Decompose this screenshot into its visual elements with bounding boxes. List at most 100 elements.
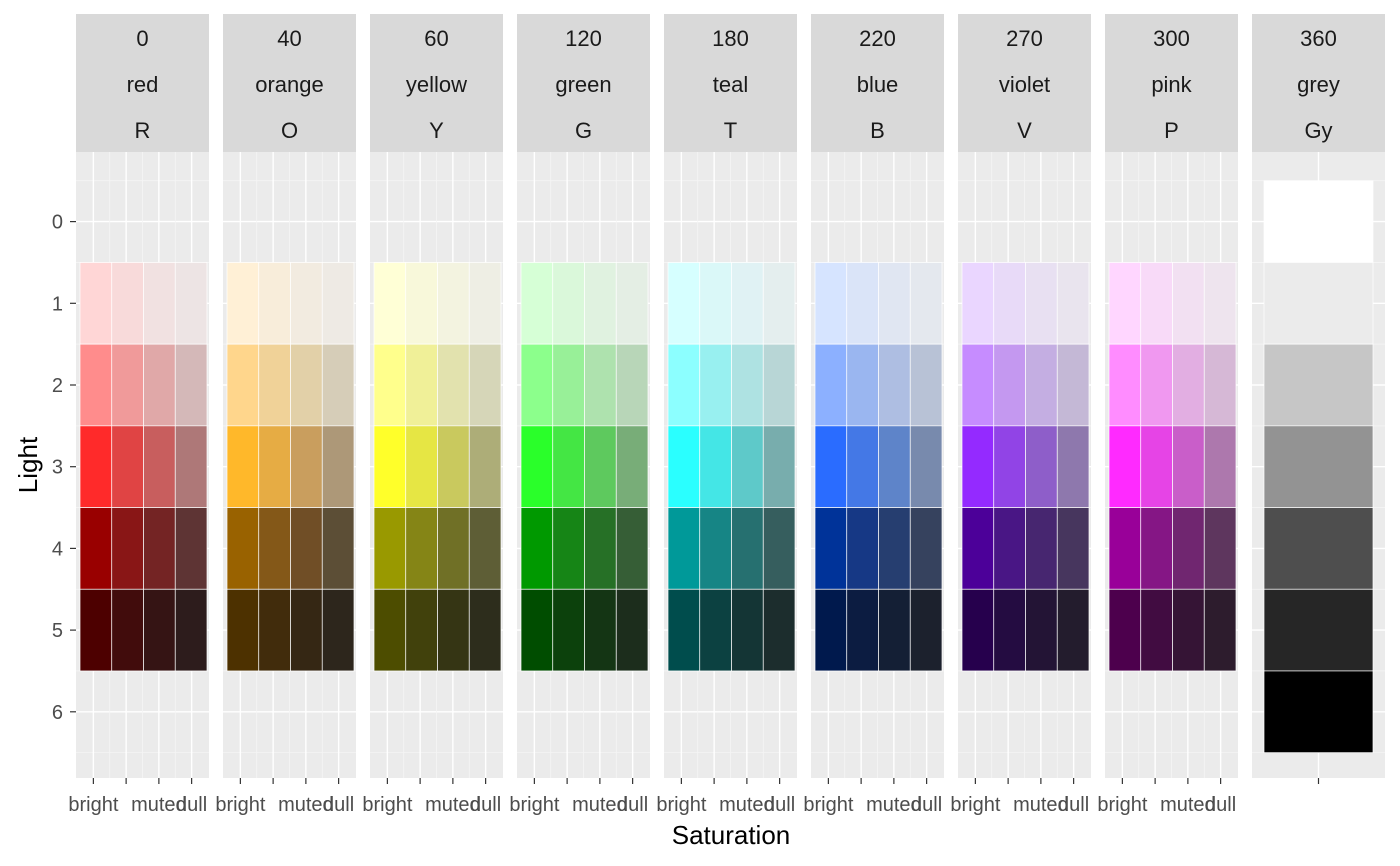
- colour-tile: [143, 343, 176, 427]
- colour-tile: [1140, 262, 1173, 345]
- colour-tile: [1025, 343, 1058, 427]
- colour-tile: [584, 507, 617, 590]
- colour-tile: [290, 507, 323, 590]
- x-tick-label: dull: [617, 794, 648, 816]
- colour-tile: [878, 507, 911, 590]
- colour-tile: [1172, 262, 1205, 345]
- x-tick-label: dull: [911, 794, 942, 816]
- x-tick-label: dull: [176, 794, 207, 816]
- colour-tile: [1172, 343, 1205, 427]
- y-tick-label: 4: [52, 538, 63, 560]
- colour-tile: [961, 588, 995, 672]
- colour-tile: [1172, 588, 1205, 672]
- colour-tile: [226, 425, 260, 508]
- colour-tile: [699, 343, 732, 427]
- colour-tile: [1108, 343, 1142, 427]
- colour-tile: [520, 262, 554, 345]
- colour-tile: [1263, 180, 1374, 263]
- facet-strip: [1252, 14, 1385, 152]
- facet-code-label: V: [1017, 118, 1032, 143]
- x-tick-label: bright: [362, 794, 412, 816]
- colour-tile: [961, 425, 995, 508]
- colour-tile: [1172, 425, 1205, 508]
- x-tick-label: dull: [764, 794, 795, 816]
- colour-tile: [1025, 262, 1058, 345]
- colour-tile: [1025, 507, 1058, 590]
- colour-tile: [731, 588, 764, 672]
- colour-tile: [731, 262, 764, 345]
- colour-tile: [520, 507, 554, 590]
- colour-tile: [1140, 425, 1173, 508]
- colour-tile: [699, 425, 732, 508]
- colour-tile: [79, 262, 113, 345]
- colour-tile: [909, 588, 943, 672]
- colour-tile: [468, 262, 502, 345]
- colour-tile: [1108, 507, 1142, 590]
- facet-name-label: pink: [1151, 72, 1192, 97]
- facet-code-label: G: [575, 118, 592, 143]
- colour-tile: [1263, 262, 1374, 345]
- colour-tile: [1025, 588, 1058, 672]
- x-tick-label: bright: [803, 794, 853, 816]
- colour-tile: [667, 588, 701, 672]
- x-tick-label: muted: [1160, 794, 1216, 816]
- facet-name-label: blue: [857, 72, 899, 97]
- colour-tile: [1263, 507, 1374, 590]
- colour-tile: [846, 343, 879, 427]
- colour-tile: [1263, 588, 1374, 672]
- colour-tile: [993, 588, 1026, 672]
- colour-tile: [762, 425, 796, 508]
- colour-tile: [814, 588, 848, 672]
- colour-tile: [111, 425, 144, 508]
- colour-tile: [814, 507, 848, 590]
- x-tick-label: dull: [470, 794, 501, 816]
- colour-tile: [615, 262, 649, 345]
- colour-tile: [584, 262, 617, 345]
- colour-tile: [878, 343, 911, 427]
- facet-strip: [811, 14, 944, 152]
- facet-hue-label: 360: [1300, 26, 1337, 51]
- y-tick-label: 3: [52, 457, 63, 479]
- x-tick-label: muted: [278, 794, 334, 816]
- colour-tile: [290, 343, 323, 427]
- colour-tile: [290, 425, 323, 508]
- y-axis-title: Light: [13, 436, 43, 493]
- colour-tile: [258, 588, 291, 672]
- colour-tile: [667, 425, 701, 508]
- facet-hue-label: 220: [859, 26, 896, 51]
- colour-tile: [878, 588, 911, 672]
- colour-tile: [290, 588, 323, 672]
- y-tick-label: 0: [52, 212, 63, 234]
- colour-tile: [878, 262, 911, 345]
- facet-name-label: grey: [1297, 72, 1340, 97]
- colour-tile: [1108, 425, 1142, 508]
- colour-tile: [615, 425, 649, 508]
- colour-tile: [373, 343, 407, 427]
- x-tick-label: muted: [131, 794, 187, 816]
- colour-tile: [321, 588, 355, 672]
- colour-tile: [405, 425, 438, 508]
- facet-code-label: P: [1164, 118, 1179, 143]
- facet-code-label: B: [870, 118, 885, 143]
- facet-strip: [223, 14, 356, 152]
- colour-tile: [667, 507, 701, 590]
- colour-tile: [437, 588, 470, 672]
- colour-tile: [1263, 425, 1374, 508]
- colour-tile: [321, 262, 355, 345]
- colour-tile: [1203, 343, 1237, 427]
- colour-tile: [405, 588, 438, 672]
- x-axis-title: Saturation: [672, 820, 791, 850]
- colour-tile: [993, 343, 1026, 427]
- colour-tile: [731, 343, 764, 427]
- colour-tile: [699, 507, 732, 590]
- colour-tile: [468, 343, 502, 427]
- colour-tile: [846, 588, 879, 672]
- colour-tile: [143, 507, 176, 590]
- colour-tile: [584, 425, 617, 508]
- colour-tile: [321, 425, 355, 508]
- colour-tile: [584, 343, 617, 427]
- colour-tile: [909, 343, 943, 427]
- colour-tile: [814, 425, 848, 508]
- colour-tile: [1140, 507, 1173, 590]
